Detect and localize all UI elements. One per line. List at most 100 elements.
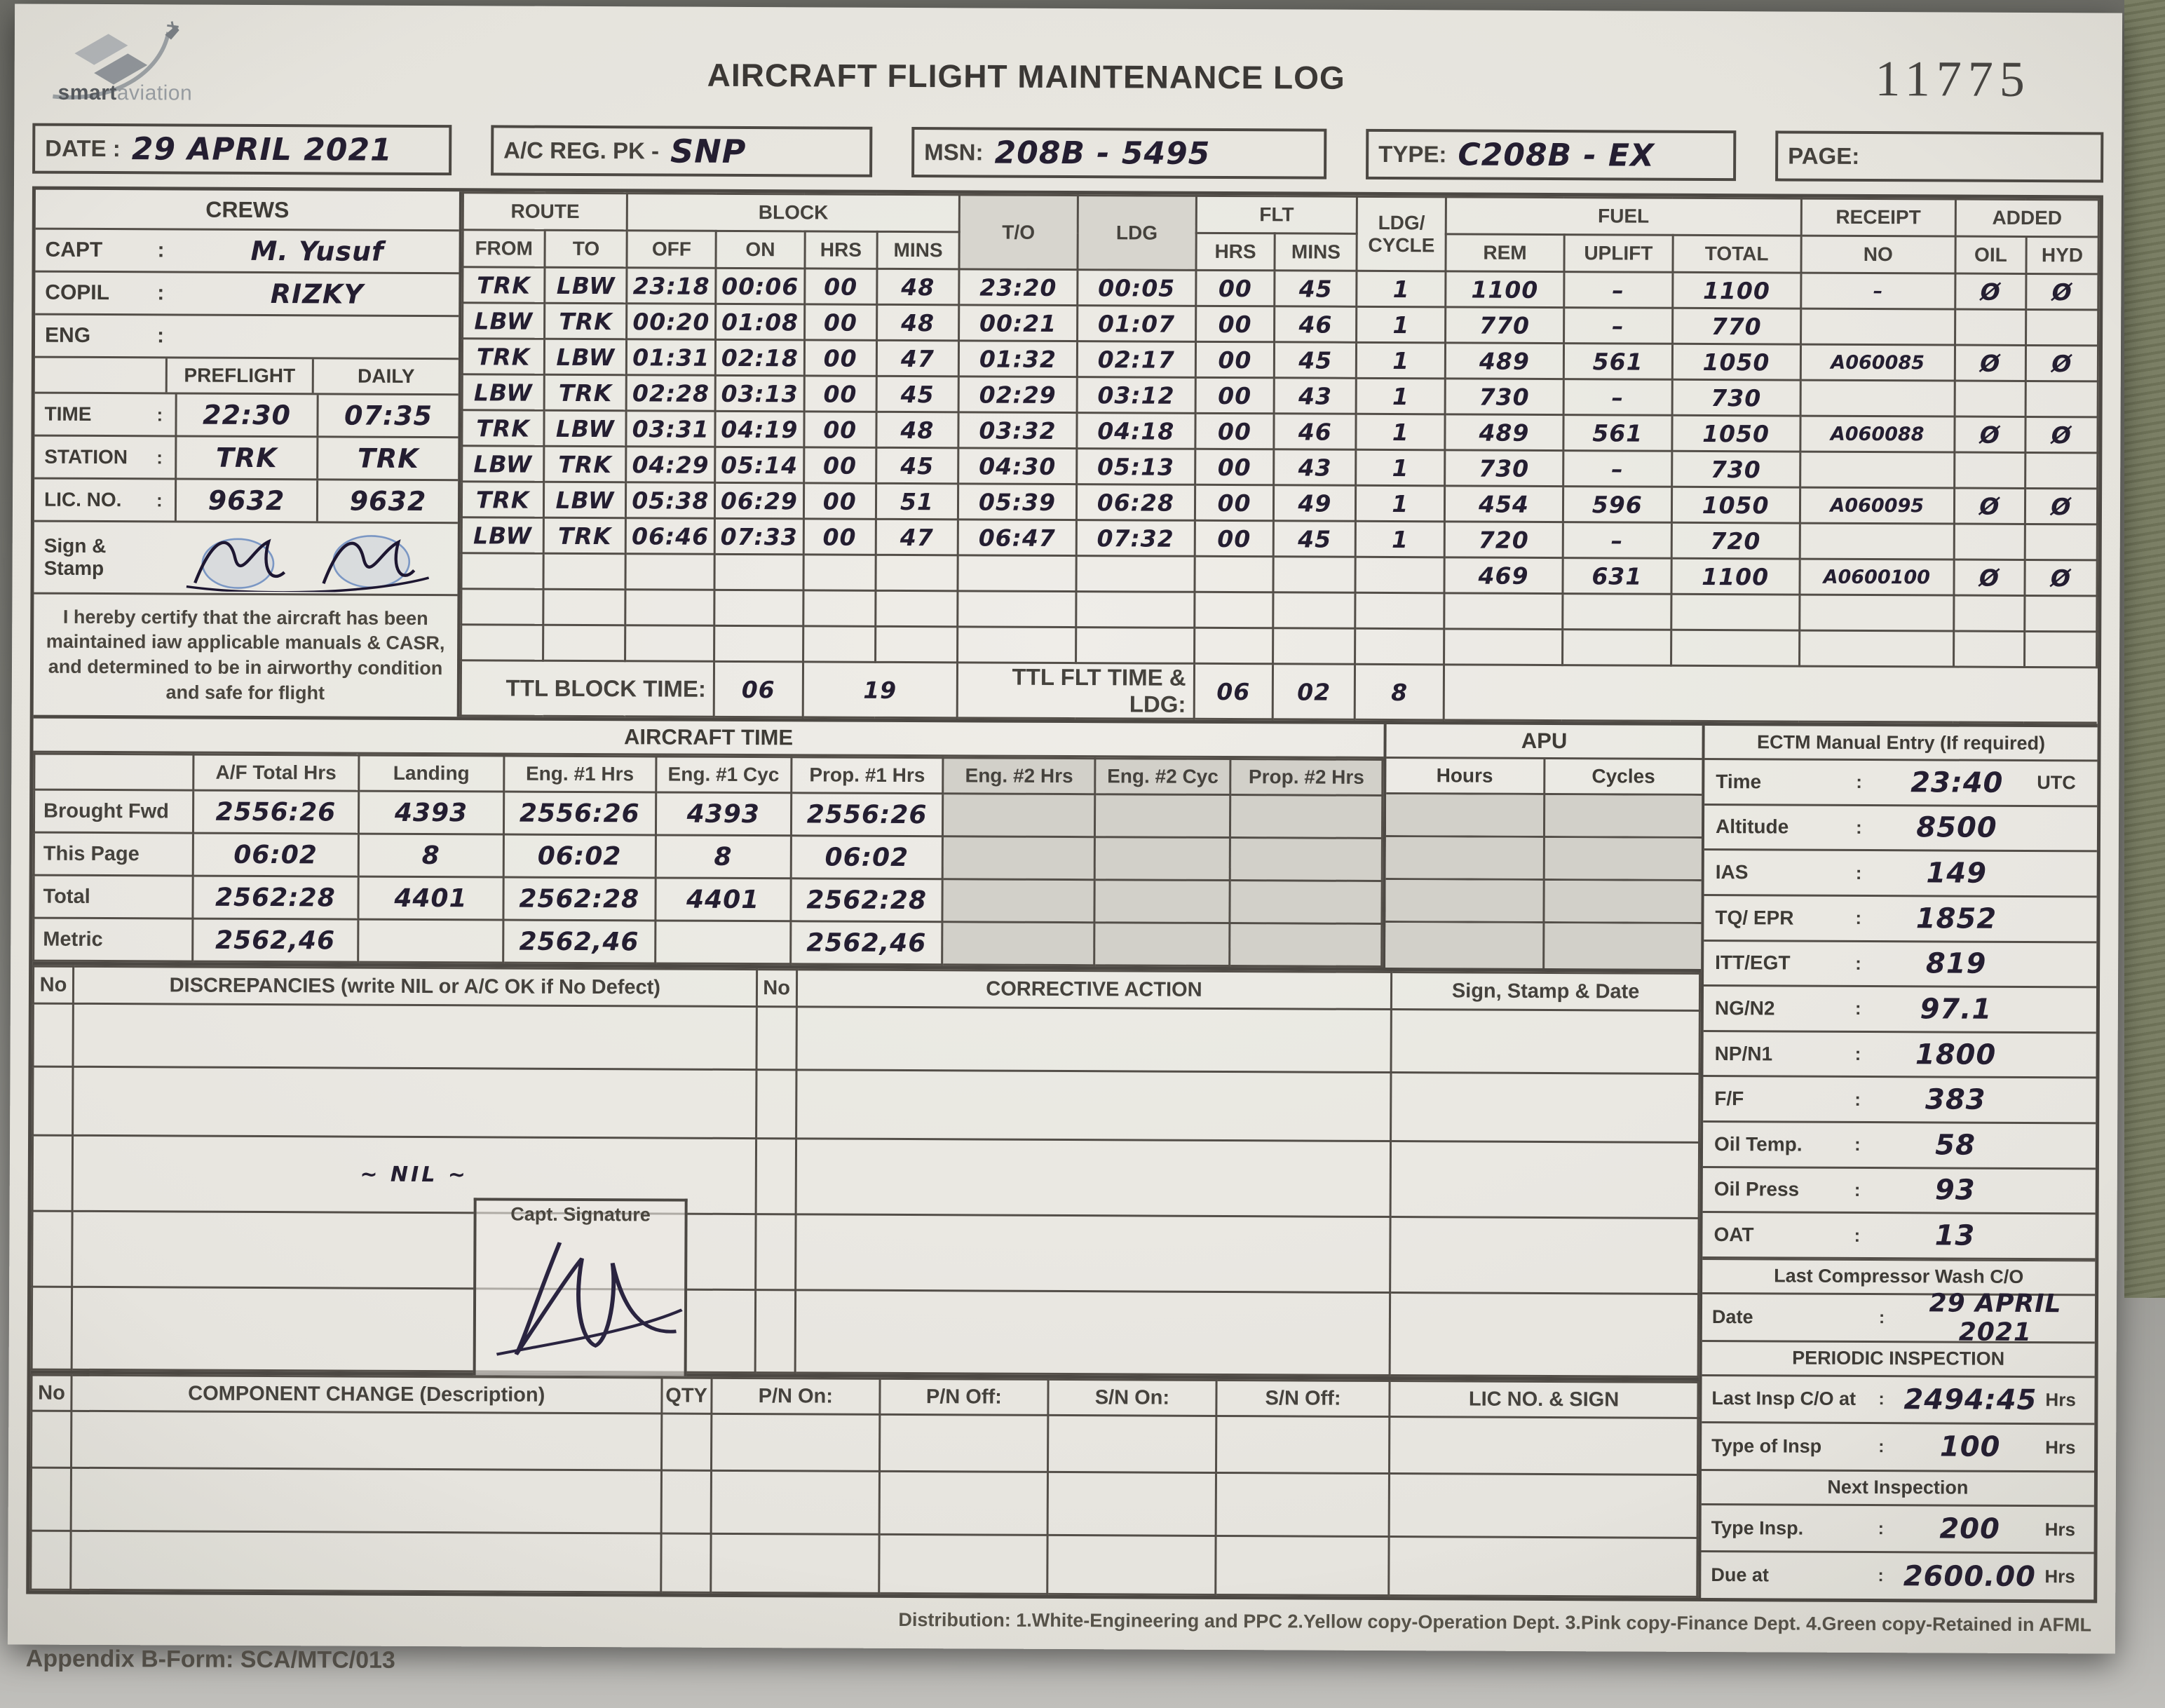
off-cell <box>625 553 715 590</box>
to-cell: LBW <box>543 482 627 518</box>
off-header: OFF <box>627 230 717 269</box>
on-cell: 00:06 <box>715 268 805 304</box>
from-cell <box>461 588 544 625</box>
type-label: TYPE: <box>1378 140 1447 168</box>
cycle-cell: 1 <box>1355 521 1445 557</box>
cell <box>661 1413 712 1471</box>
landing-cell: 06:28 <box>1076 484 1195 521</box>
crew-name-value: M. Yusuf <box>250 235 384 267</box>
block-mins-cell: 47 <box>876 340 959 377</box>
eng2-cyc-header: Eng. #2 Cyc <box>1094 758 1231 795</box>
wash-date-value: 29 APRIL 2021 <box>1929 1289 2062 1348</box>
date-box: DATE : 29 APRIL 2021 <box>32 123 452 176</box>
flt-hrs-cell <box>1194 556 1274 592</box>
fuel-total-cell: 1050 <box>1671 344 1801 381</box>
hrs-suffix: Hrs <box>2045 1437 2076 1458</box>
hrs-header: HRS <box>804 231 878 269</box>
cell <box>1390 1216 1699 1294</box>
af-total-hrs-cell: 2562:28 <box>192 876 359 920</box>
block-mins-cell <box>875 555 958 591</box>
apu-cycles-cell <box>1542 880 1702 922</box>
aircraft-time-row: Total 2562:28 4401 2562:28 4401 2562:28 <box>33 875 1383 924</box>
info-bar: DATE : 29 APRIL 2021 A/C REG. PK - SNP M… <box>32 123 2104 183</box>
hrs-suffix: Hrs <box>2044 1566 2075 1587</box>
apu-cycles-header: Cycles <box>1542 759 1702 794</box>
receipt-no-cell: A060095 <box>1799 487 1955 524</box>
block-mins-cell: 47 <box>876 519 958 555</box>
landing-cell <box>1075 555 1195 592</box>
fuel-rem-cell: 730 <box>1444 449 1563 487</box>
cell <box>1216 1472 1390 1537</box>
on-header: ON <box>716 231 805 269</box>
hyd-added-cell: Ø <box>2025 345 2098 381</box>
fuel-total-cell: 720 <box>1671 522 1800 560</box>
date-value: 29 APRIL 2021 <box>131 130 393 168</box>
colon: : <box>1854 1224 1861 1246</box>
eng1-cyc-cell: 4401 <box>655 877 791 921</box>
ectm-row: NP/N1 : 1800 <box>1703 1031 2096 1079</box>
cell <box>32 1135 73 1212</box>
cell <box>32 1211 73 1287</box>
flt-hrs-cell: 00 <box>1195 413 1275 449</box>
oil-added-cell <box>1953 595 2025 632</box>
crew-name-value: RIZKY <box>270 278 364 310</box>
colon: : <box>156 489 163 510</box>
distribution-note: Distribution: 1.White-Engineering and PP… <box>898 1608 2092 1636</box>
on-cell: 02:18 <box>715 339 805 376</box>
capt-signature <box>496 1242 683 1357</box>
eng1-cyc-cell: 4393 <box>656 792 792 836</box>
apu-empty-row <box>1385 794 1702 839</box>
cell <box>878 1534 1048 1594</box>
aircraft-time-row: Metric 2562,46 2562,46 2562,46 <box>33 918 1382 967</box>
rem-header: REM <box>1446 233 1565 272</box>
ectm-value: 13 <box>1934 1219 1976 1252</box>
off-cell: 00:20 <box>627 303 716 340</box>
route-header: ROUTE <box>463 192 627 231</box>
cycle-cell <box>1355 592 1445 629</box>
check-row: TIME : 22:30 07:35 <box>34 393 459 439</box>
colon: : <box>1855 816 1862 838</box>
ectm-label: F/F <box>1714 1087 1744 1110</box>
preflight-value: TRK <box>175 437 317 479</box>
flt-hrs-cell: 00 <box>1195 341 1275 378</box>
block-mins-cell: 51 <box>876 483 958 520</box>
apu-hours-cell <box>1385 879 1543 921</box>
cell <box>710 1470 880 1535</box>
apu-columns-header: Hours Cycles <box>1386 758 1702 796</box>
crew-member-row: COPIL : RIZKY <box>35 272 459 318</box>
colon: : <box>157 281 165 305</box>
cell <box>1215 1536 1390 1596</box>
msn-box: MSN: 208B - 5495 <box>911 127 1327 179</box>
fuel-uplift-cell: – <box>1563 307 1673 344</box>
fuel-total-cell: 730 <box>1671 451 1800 488</box>
ectm-label: Altitude <box>1715 815 1789 838</box>
takeoff-header: T/O <box>959 194 1078 270</box>
block-hrs-cell: 00 <box>803 482 876 520</box>
oil-added-cell: Ø <box>1955 273 2026 310</box>
row-label-spacer <box>34 754 194 791</box>
crew-members: CAPT : M. Yusuf COPIL : RIZKY ENG : <box>34 229 459 360</box>
landing-count-cell: 4401 <box>358 876 504 921</box>
fuel-uplift-cell: – <box>1563 450 1672 487</box>
flt-hrs-cell <box>1194 628 1273 664</box>
landing-cell: 01:07 <box>1077 305 1196 342</box>
fuel-total-cell: 1100 <box>1672 272 1801 309</box>
af-total-hrs-cell: 2556:26 <box>193 790 359 834</box>
aircraft-time-header-row: A/F Total Hrs Landing Eng. #1 Hrs Eng. #… <box>34 754 1383 796</box>
type-insp-row: Type of Insp : 100 Hrs <box>1702 1423 2095 1473</box>
to-cell <box>543 589 626 625</box>
discrepancy-row <box>32 1066 1699 1143</box>
colon: : <box>1878 1389 1885 1409</box>
cell <box>70 1531 661 1592</box>
fuel-total-cell <box>1671 630 1800 667</box>
cell <box>795 1138 1391 1217</box>
eng1-hrs-cell: 2562:28 <box>503 877 656 921</box>
cell <box>1390 1072 1699 1143</box>
discrepancy-row <box>33 1003 1700 1074</box>
check-row: STATION : TRK TRK <box>34 436 459 482</box>
landing-cell: 07:32 <box>1076 520 1195 557</box>
fuel-uplift-cell <box>1562 593 1671 630</box>
cell <box>1047 1472 1216 1536</box>
cell <box>756 1069 796 1139</box>
daily-value: TRK <box>316 438 459 480</box>
